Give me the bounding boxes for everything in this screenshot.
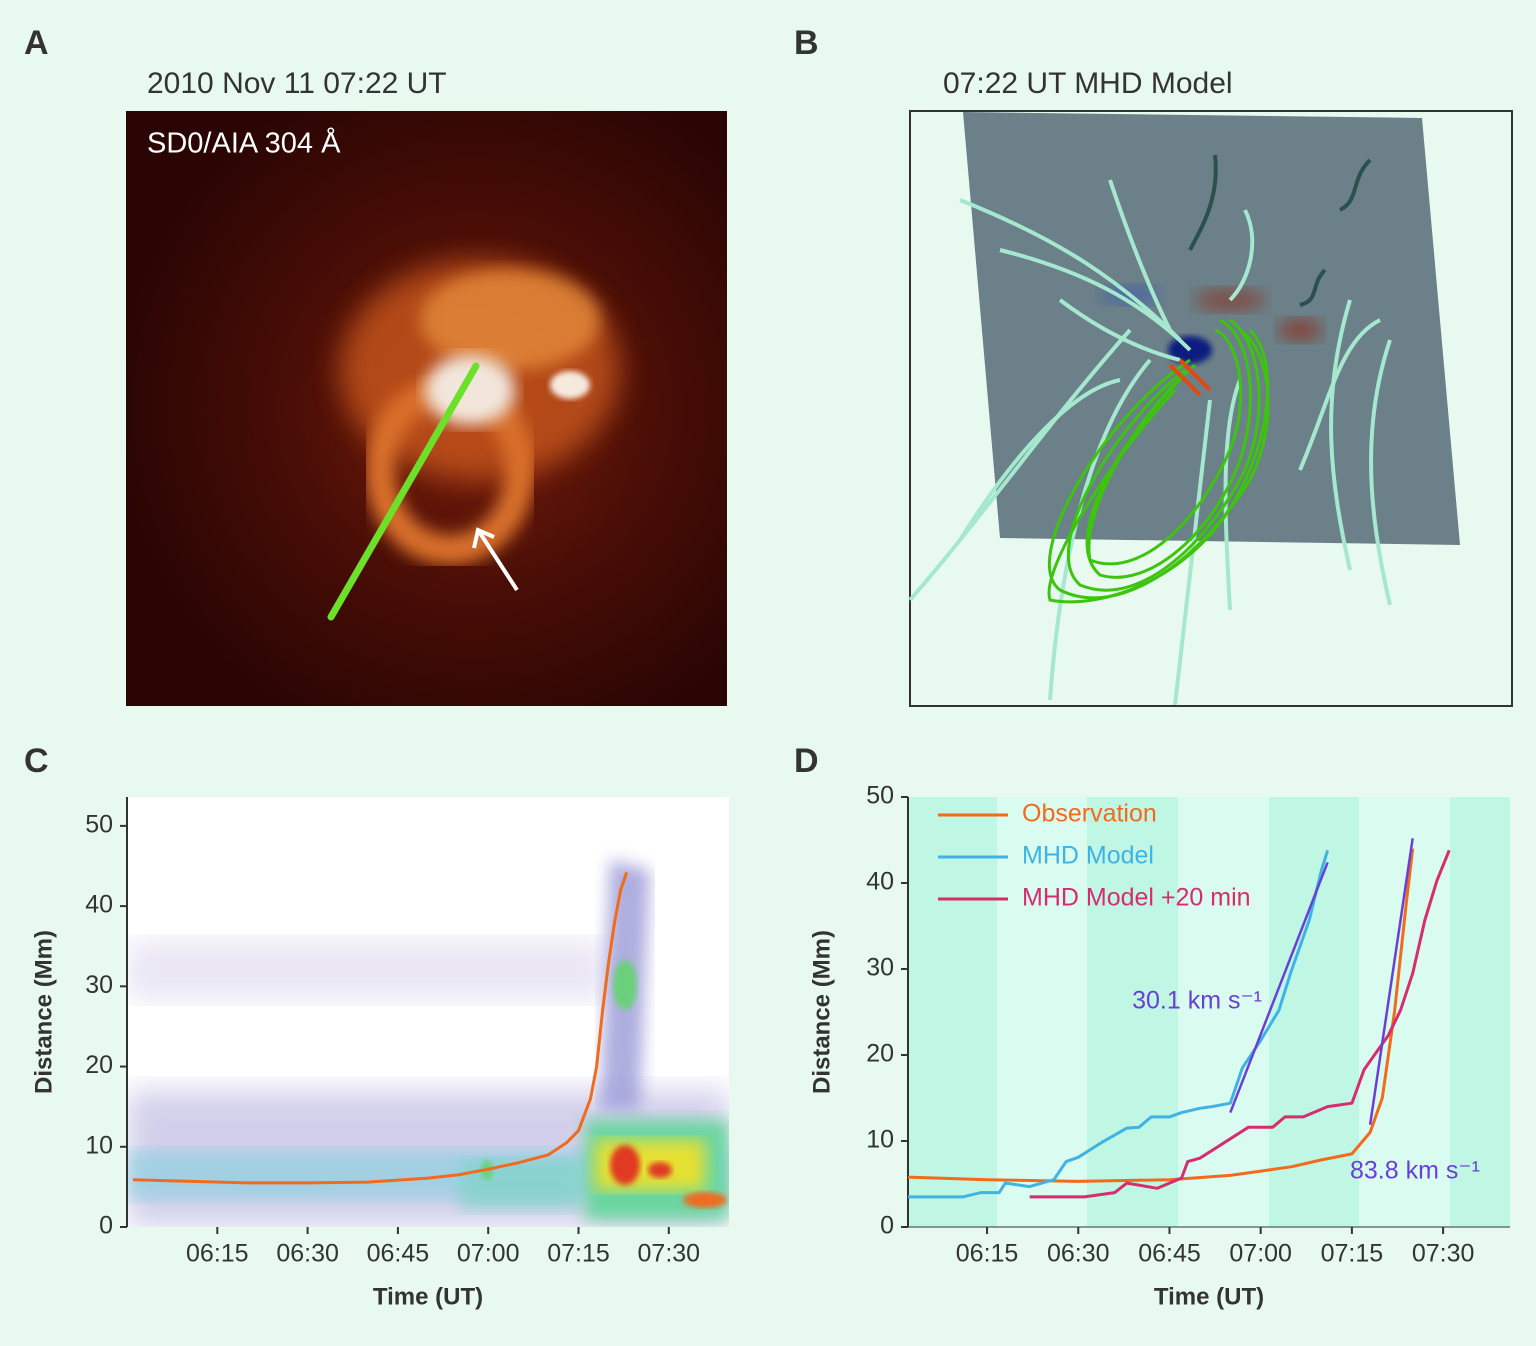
- fit-label: 83.8 km s⁻¹: [1350, 1157, 1480, 1185]
- legend-label: Observation: [1022, 800, 1157, 828]
- x-tick-label: 07:00: [1229, 1240, 1292, 1268]
- x-tick-label: 07:30: [638, 1240, 701, 1268]
- y-tick-label: 0: [99, 1212, 113, 1240]
- shading-bands: [908, 797, 1510, 1227]
- legend-label: MHD Model +20 min: [1022, 884, 1251, 912]
- y-tick-label: 40: [866, 868, 894, 896]
- x-tick-label: 06:15: [186, 1240, 249, 1268]
- x-axis-title: Time (UT): [373, 1283, 483, 1310]
- x-tick-label: 06:30: [1047, 1240, 1110, 1268]
- time-distance-map: [127, 797, 729, 1227]
- fit-line: [1229, 861, 1329, 1114]
- fit-line: [1368, 838, 1414, 1125]
- x-tick-label: 07:15: [1321, 1240, 1384, 1268]
- x-tick-label: 06:45: [367, 1240, 430, 1268]
- y-tick-label: 50: [85, 810, 113, 838]
- y-tick-label: 20: [85, 1051, 113, 1079]
- panel-label: C: [24, 742, 49, 780]
- mhd-render: [908, 110, 1513, 707]
- fit-label: 30.1 km s⁻¹: [1132, 987, 1262, 1015]
- y-tick-label: 50: [866, 782, 894, 810]
- y-tick-label: 20: [866, 1040, 894, 1068]
- data-line: [908, 849, 1330, 1199]
- x-tick-label: 06:45: [1138, 1240, 1201, 1268]
- data-line: [132, 871, 629, 1185]
- y-axis-title: Distance (Mm): [30, 930, 57, 1094]
- panel-title: 2010 Nov 11 07:22 UT: [147, 67, 447, 100]
- y-tick-label: 10: [85, 1131, 113, 1159]
- panel-title: 07:22 UT MHD Model: [943, 67, 1233, 100]
- x-axis-title: Time (UT): [1154, 1283, 1264, 1310]
- panel-label: D: [794, 742, 819, 780]
- y-tick-label: 0: [880, 1212, 894, 1240]
- y-tick-label: 30: [85, 971, 113, 999]
- x-tick-label: 07:30: [1412, 1240, 1475, 1268]
- aia-image: [126, 111, 727, 706]
- panel-label: A: [24, 24, 49, 62]
- legend-label: MHD Model: [1022, 842, 1154, 870]
- y-axis-title: Distance (Mm): [808, 930, 835, 1094]
- panel-label: B: [794, 24, 819, 62]
- x-tick-label: 07:15: [547, 1240, 610, 1268]
- data-line: [1029, 849, 1451, 1199]
- x-tick-label: 06:30: [276, 1240, 339, 1268]
- x-tick-label: 06:15: [956, 1240, 1019, 1268]
- x-tick-label: 07:00: [457, 1240, 520, 1268]
- y-tick-label: 40: [85, 891, 113, 919]
- y-tick-label: 30: [866, 954, 894, 982]
- y-tick-label: 10: [866, 1126, 894, 1154]
- image-caption: SD0/AIA 304 Å: [147, 127, 341, 160]
